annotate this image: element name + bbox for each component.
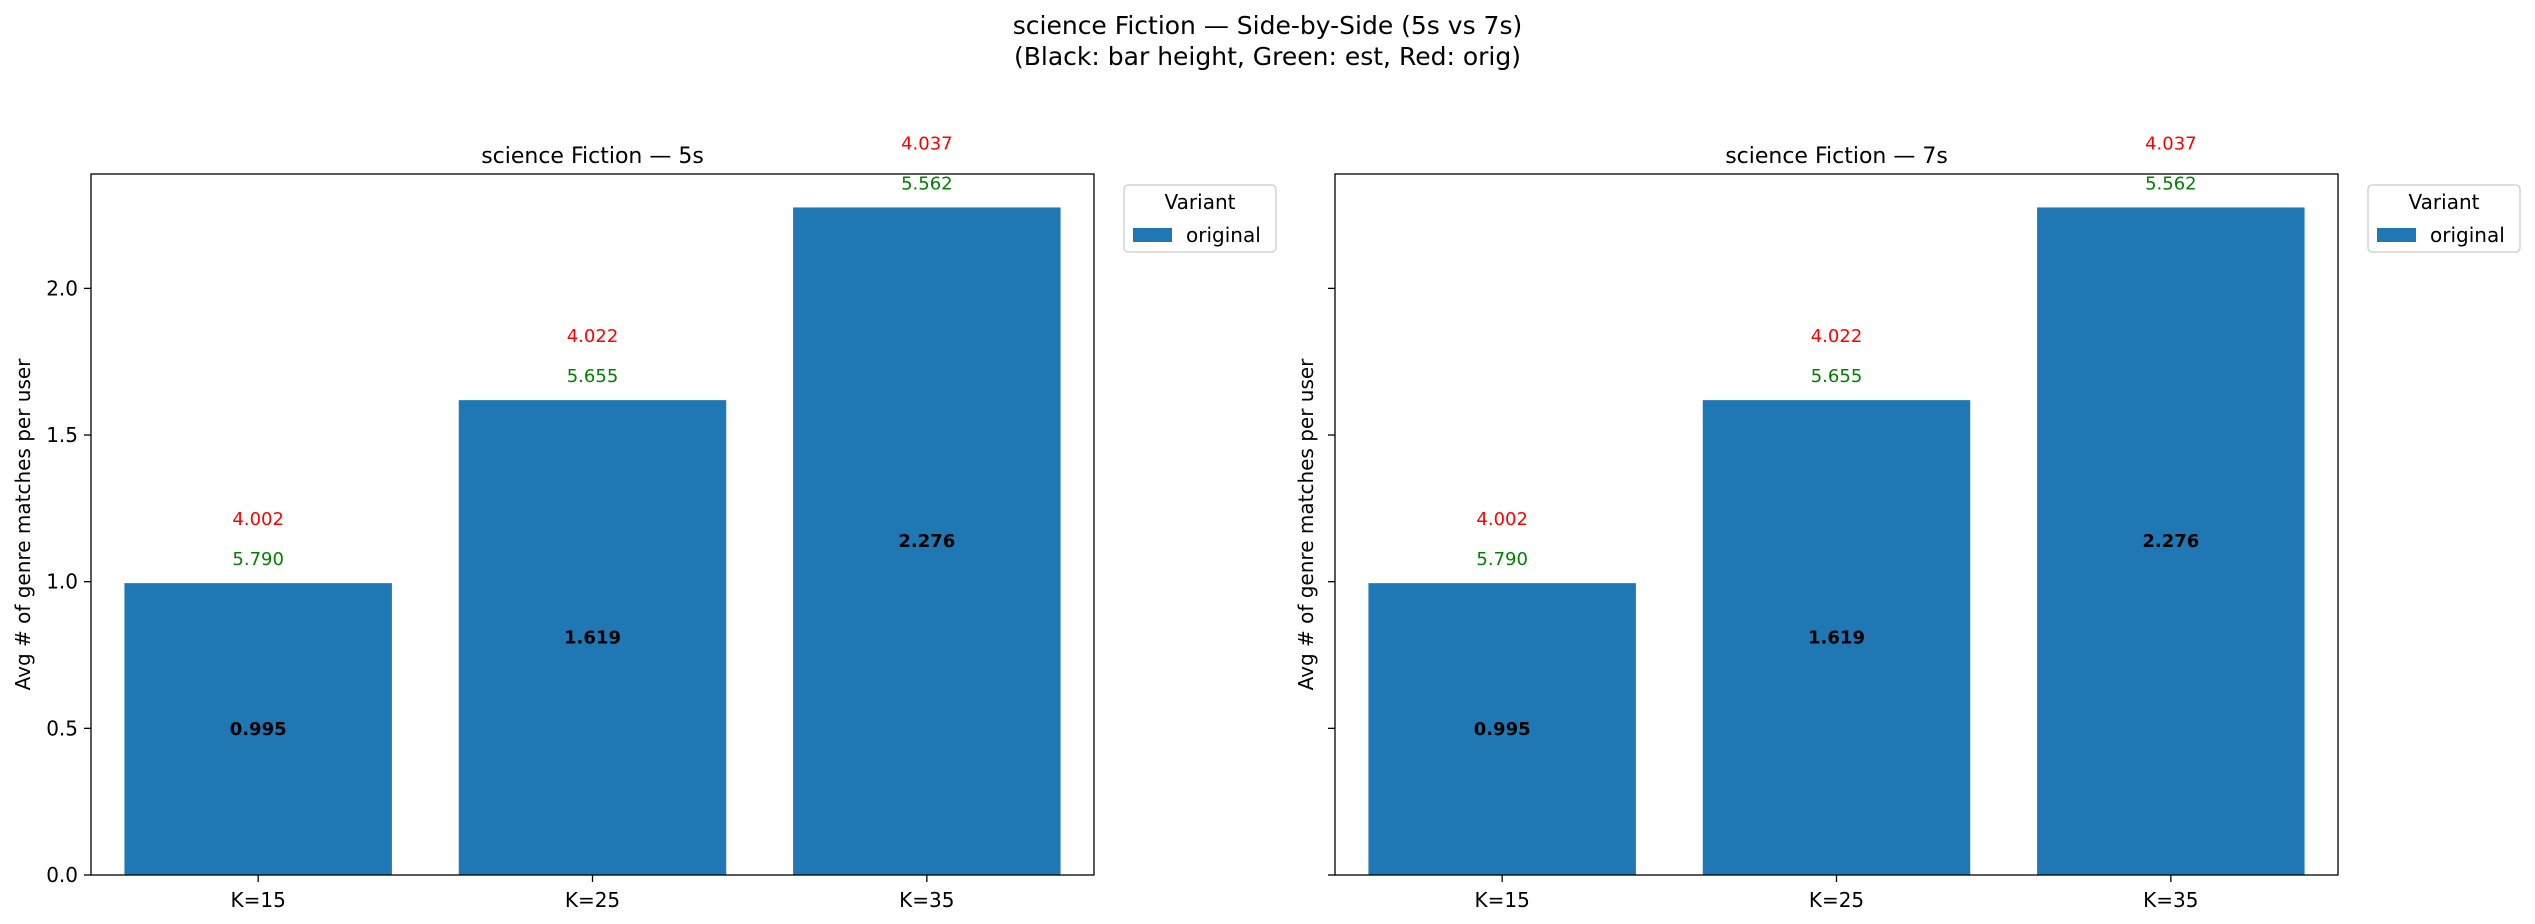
bar-value-label: 2.276 [898, 531, 955, 552]
x-tick-label: K=15 [231, 888, 286, 912]
y-tick-label: 0.0 [46, 863, 78, 887]
est-value-label: 5.655 [1811, 366, 1863, 387]
legend-title: Variant [2409, 190, 2480, 214]
legend-title: Variant [1165, 190, 1236, 214]
x-tick-label: K=35 [899, 888, 954, 912]
axes-frame [90, 173, 1095, 876]
orig-value-label: 4.037 [2145, 133, 2197, 154]
x-tick-label: K=15 [1475, 888, 1530, 912]
orig-value-label: 4.022 [567, 326, 619, 347]
y-tick-label: 1.5 [46, 423, 78, 447]
bar-value-label: 1.619 [1808, 628, 1865, 649]
legend-entry: original [2430, 223, 2505, 247]
bar-value-label: 1.619 [564, 628, 621, 649]
legend-swatch [1133, 228, 1172, 242]
bar-k35 [793, 207, 1061, 875]
figure-title: science Fiction — Side-by-Side (5s vs 7s… [0, 10, 2535, 72]
figure-title-line1: science Fiction — Side-by-Side (5s vs 7s… [1012, 11, 1523, 40]
bar-k35 [2037, 207, 2305, 875]
est-value-label: 5.790 [1476, 549, 1528, 570]
x-tick-label: K=25 [565, 888, 620, 912]
legend-entry: original [1186, 223, 1261, 247]
orig-value-label: 4.002 [232, 509, 284, 530]
bar-k25 [1702, 400, 1971, 875]
orig-value-label: 4.022 [1811, 326, 1863, 347]
bar-k15 [124, 583, 392, 875]
y-axis-label: Avg # of genre matches per user [11, 358, 35, 691]
orig-value-label: 4.037 [901, 133, 953, 154]
est-value-label: 5.790 [232, 549, 284, 570]
est-value-label: 5.562 [901, 173, 953, 194]
bar-k25 [458, 400, 727, 875]
y-tick-label: 2.0 [46, 276, 78, 300]
x-tick-label: K=25 [1809, 888, 1864, 912]
bar-value-label: 0.995 [1474, 719, 1531, 740]
subplot-title: science Fiction — 5s [481, 144, 704, 169]
est-value-label: 5.655 [567, 366, 619, 387]
bar-value-label: 0.995 [230, 719, 287, 740]
x-tick-label: K=35 [2143, 888, 2198, 912]
y-tick-label: 0.5 [46, 716, 78, 740]
y-axis-label: Avg # of genre matches per user [1294, 358, 1318, 691]
orig-value-label: 4.002 [1476, 509, 1528, 530]
bar-k15 [1368, 583, 1636, 875]
y-tick-label: 1.0 [46, 570, 78, 594]
legend-swatch [2377, 228, 2416, 242]
subplot-title: science Fiction — 7s [1725, 144, 1948, 169]
bar-value-label: 2.276 [2142, 531, 2199, 552]
axes-frame [1334, 173, 2339, 876]
est-value-label: 5.562 [2145, 173, 2197, 194]
figure-title-line2: (Black: bar height, Green: est, Red: ori… [1014, 42, 1521, 71]
